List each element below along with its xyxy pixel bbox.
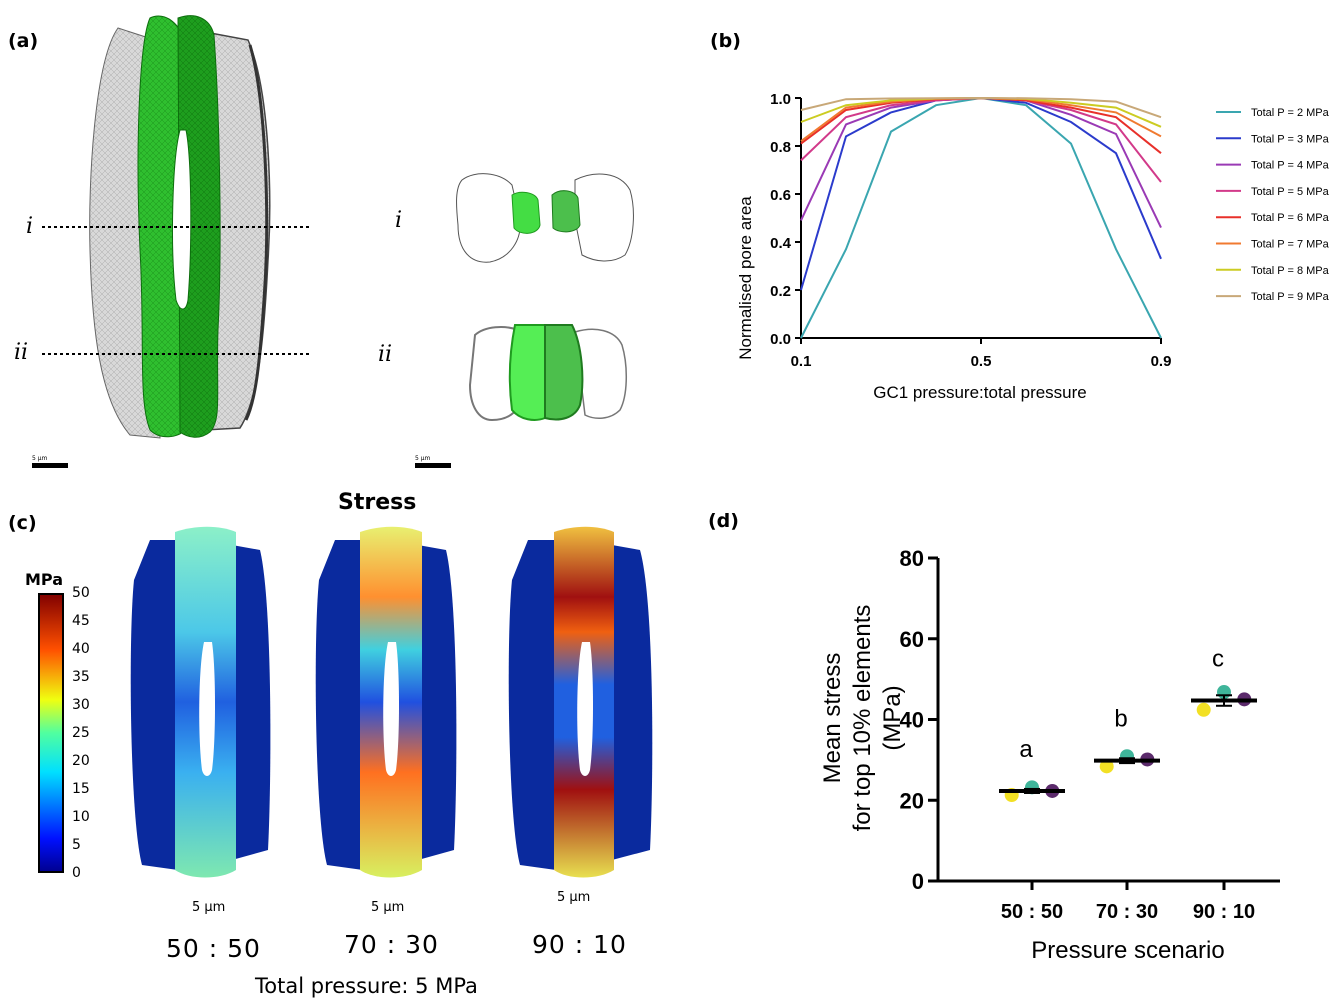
stress-map-50-50 xyxy=(130,526,271,878)
chart-b-legend-entry: Total P = 7 MPa xyxy=(1251,239,1330,251)
chart-d-significance-letter: a xyxy=(1019,736,1033,763)
colorbar-unit: MPa xyxy=(25,570,64,589)
scale-text-c-1: 5 µm xyxy=(192,900,226,915)
colorbar-tick-45: 45 xyxy=(72,613,90,629)
stomatal-pore xyxy=(172,129,192,310)
stress-maps xyxy=(130,526,653,878)
colorbar-tick-40: 40 xyxy=(72,641,90,657)
stress-map-70-30 xyxy=(315,526,457,878)
chart-d-ytick-label: 0 xyxy=(912,869,924,894)
chart-b-legend-entry: Total P = 8 MPa xyxy=(1251,265,1330,277)
chart-b-xtick-label: 0.1 xyxy=(791,353,812,370)
chart-d-point xyxy=(1196,702,1211,717)
cross-section-label-i: i xyxy=(395,208,403,233)
scale-text-c-2: 5 µm xyxy=(371,900,405,915)
scale-text-a-right: 5 µm xyxy=(415,455,431,462)
panel-label-c: (c) xyxy=(8,512,37,534)
chart-d-point xyxy=(1099,759,1114,774)
scenario-label-2: 70 : 30 xyxy=(344,930,439,959)
chart-d-xtick-label: 70 : 30 xyxy=(1096,901,1158,923)
chart-d-xlabel: Pressure scenario xyxy=(1031,937,1224,964)
chart-b: 0.0 0.2 0.4 0.6 0.8 1.0 0.1 0.5 0.9 Normalised p… xyxy=(736,91,1330,402)
chart-b-ylabel: Normalised pore area xyxy=(736,196,755,360)
panel-label-d: (d) xyxy=(708,510,739,532)
chart-d-xtick-label: 90 : 10 xyxy=(1193,901,1255,923)
chart-d-ylabel-line3: (MPa) xyxy=(879,685,906,750)
colorbar-tick-20: 20 xyxy=(72,753,90,769)
colorbar-tick-0: 0 xyxy=(72,865,81,881)
colorbar-tick-10: 10 xyxy=(72,809,90,825)
chart-d-ytick-label: 40 xyxy=(900,708,924,733)
chart-d-significance-letter: c xyxy=(1212,646,1224,673)
panel-label-b: (b) xyxy=(710,30,741,52)
chart-b-xtick-label: 0.5 xyxy=(971,353,992,370)
chart-b-legend-entry: Total P = 3 MPa xyxy=(1251,133,1330,145)
colorbar-tick-50: 50 xyxy=(72,585,90,601)
section-label-ii: ii xyxy=(14,340,29,365)
chart-b-legend-entry: Total P = 6 MPa xyxy=(1251,212,1330,224)
scale-text-c-3: 5 µm xyxy=(557,890,591,905)
colorbar-tick-35: 35 xyxy=(72,669,90,685)
chart-b-ytick-label: 0.0 xyxy=(770,331,791,348)
chart-b-xlabel: GC1 pressure:total pressure xyxy=(873,383,1087,402)
chart-d-ylabel-line1: Mean stress xyxy=(819,653,846,784)
colorbar-tick-5: 5 xyxy=(72,837,81,853)
chart-b-legend-entry: Total P = 5 MPa xyxy=(1251,186,1330,198)
colorbar-tick-25: 25 xyxy=(72,725,90,741)
chart-b-xtick-label: 0.9 xyxy=(1151,353,1172,370)
chart-b-legend-entry: Total P = 4 MPa xyxy=(1251,160,1330,172)
chart-d-ytick-label: 60 xyxy=(900,627,924,652)
chart-b-legend-entry: Total P = 2 MPa xyxy=(1251,107,1330,119)
colorbar-tick-30: 30 xyxy=(72,697,90,713)
chart-d-xtick-label: 50 : 50 xyxy=(1001,901,1063,923)
chart-b-series-line-9 xyxy=(800,96,1162,119)
chart-d-ylabel-line2: for top 10% elements xyxy=(849,605,876,832)
chart-b-ytick-label: 0.2 xyxy=(770,283,791,300)
chart-b-ytick-label: 0.6 xyxy=(770,187,791,204)
chart-d-significance-letter: b xyxy=(1114,706,1127,733)
section-label-i: i xyxy=(26,214,34,239)
scenario-label-3: 90 : 10 xyxy=(532,930,627,959)
chart-b-series-line-2 xyxy=(800,96,1162,339)
colorbar-tick-15: 15 xyxy=(72,781,90,797)
scale-text-a-left: 5 µm xyxy=(32,455,48,462)
chart-b-legend-entry: Total P = 9 MPa xyxy=(1251,291,1330,303)
cross-section-i-right xyxy=(574,173,634,262)
chart-b-series-line-4 xyxy=(800,96,1162,229)
cross-section-i-left xyxy=(456,173,521,263)
scale-bar-a-right xyxy=(415,463,451,468)
scale-bar-a-left xyxy=(32,463,68,468)
chart-b-series-line-3 xyxy=(800,96,1162,291)
colorbar xyxy=(38,593,64,873)
stress-title: Stress xyxy=(338,490,417,515)
cross-section-ii-right xyxy=(574,328,628,420)
chart-d-ytick-label: 80 xyxy=(900,546,924,571)
cross-section-label-ii: ii xyxy=(378,342,393,367)
scenario-label-1: 50 : 50 xyxy=(166,934,261,963)
panel-label-a: (a) xyxy=(8,30,39,52)
chart-b-ytick-label: 1.0 xyxy=(770,91,791,108)
panel-a-illustration xyxy=(32,15,634,468)
chart-d: 0 20 40 60 80 50 : 50 a 70 : 30 b 90 : 10 c Mean s… xyxy=(819,546,1280,964)
stress-map-90-10 xyxy=(508,526,653,878)
total-pressure-footer: Total pressure: 5 MPa xyxy=(255,974,478,998)
chart-d-ytick-label: 20 xyxy=(900,788,924,813)
chart-b-ytick-label: 0.8 xyxy=(770,139,791,156)
chart-b-ytick-label: 0.4 xyxy=(770,235,792,252)
